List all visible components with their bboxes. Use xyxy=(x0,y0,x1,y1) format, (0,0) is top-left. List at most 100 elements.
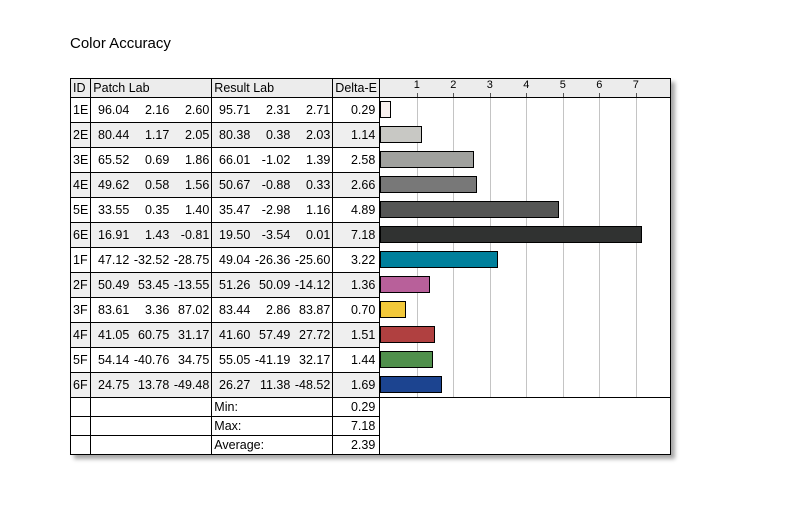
patch-lab-a: -32.52 xyxy=(133,253,170,267)
delta-e-value: 1.44 xyxy=(332,347,381,373)
gridline xyxy=(562,347,564,373)
chart-cell xyxy=(379,322,672,348)
gridline xyxy=(526,372,528,397)
gridline xyxy=(599,297,601,323)
empty-chart-cell xyxy=(379,416,671,436)
patch-id: 5E xyxy=(69,197,92,223)
summary-value: 0.29 xyxy=(332,397,381,417)
gridline xyxy=(562,247,564,273)
patch-lab-a: 1.43 xyxy=(144,228,170,242)
patch-lab-cell: 16.91 1.43 -0.81 xyxy=(90,222,213,248)
result-lab-b: 2.03 xyxy=(305,128,331,142)
axis-tick-mark xyxy=(599,93,601,97)
patch-lab-l: 47.12 xyxy=(98,253,130,267)
table-row: 4E 49.62 0.58 1.56 50.67 -0.88 0.33 2.66 xyxy=(69,172,672,198)
patch-lab-b: 1.86 xyxy=(184,153,210,167)
result-lab-a: -1.02 xyxy=(261,153,291,167)
table-row: 5E 33.55 0.35 1.40 35.47 -2.98 1.16 4.89 xyxy=(69,197,672,223)
result-lab-a: -2.98 xyxy=(261,203,291,217)
delta-e-bar-1E xyxy=(380,101,391,118)
delta-e-value: 7.18 xyxy=(332,222,381,248)
delta-e-bar-5E xyxy=(380,200,559,218)
patch-lab-cell: 50.49 53.45 -13.55 xyxy=(90,272,213,298)
table-row: 1F 47.12 -32.52 -28.75 49.04 -26.36 -25.60 3.22 xyxy=(69,247,672,273)
gridline xyxy=(453,322,455,348)
table-row: 4F 41.05 60.75 31.17 41.60 57.49 27.72 1.51 xyxy=(69,322,672,348)
delta-e-bar-3E xyxy=(380,150,475,168)
delta-e-value: 1.51 xyxy=(332,322,381,348)
patch-lab-a: 3.36 xyxy=(144,303,170,317)
result-lab-b: -14.12 xyxy=(294,278,331,292)
patch-lab-l: 49.62 xyxy=(98,178,130,192)
result-lab-a: 11.38 xyxy=(259,378,291,392)
patch-lab-cell: 33.55 0.35 1.40 xyxy=(90,197,213,223)
patch-lab-l: 65.52 xyxy=(98,153,130,167)
gridline xyxy=(599,197,601,223)
patch-lab-l: 50.49 xyxy=(98,278,130,292)
gridline xyxy=(489,322,491,348)
patch-lab-b: -28.75 xyxy=(173,253,210,267)
gridline xyxy=(599,147,601,173)
delta-e-bar-1F xyxy=(380,250,498,268)
result-lab-a: 2.31 xyxy=(265,103,291,117)
gridline xyxy=(453,122,455,148)
result-lab-a: -3.54 xyxy=(261,228,291,242)
patch-lab-b: 87.02 xyxy=(178,303,210,317)
patch-lab-l: 54.14 xyxy=(98,353,130,367)
gridline xyxy=(453,272,455,298)
result-lab-cell: 55.05 -41.19 32.17 xyxy=(211,347,334,373)
empty-cell xyxy=(90,416,213,436)
table-row: 3E 65.52 0.69 1.86 66.01 -1.02 1.39 2.58 xyxy=(69,147,672,173)
gridline xyxy=(453,347,455,373)
gridline xyxy=(599,272,601,298)
header-patch-lab: Patch Lab xyxy=(90,78,213,98)
result-lab-b: 32.17 xyxy=(299,353,331,367)
patch-lab-b: -49.48 xyxy=(173,378,210,392)
summary-value: 7.18 xyxy=(332,416,381,436)
axis-tick-label: 4 xyxy=(523,79,530,91)
gridline xyxy=(635,372,637,397)
patch-id: 3F xyxy=(69,297,92,323)
patch-id: 3E xyxy=(69,147,92,173)
summary-label: Max: xyxy=(211,416,334,436)
result-lab-b: 1.16 xyxy=(305,203,331,217)
result-lab-b: 0.33 xyxy=(305,178,331,192)
gridline xyxy=(599,372,601,397)
patch-lab-b: 2.60 xyxy=(184,103,210,117)
patch-lab-b: -13.55 xyxy=(173,278,210,292)
result-lab-a: 0.38 xyxy=(265,128,291,142)
result-lab-l: 51.26 xyxy=(219,278,251,292)
chart-cell xyxy=(379,147,672,173)
result-lab-b: 1.39 xyxy=(305,153,331,167)
chart-cell xyxy=(379,122,672,148)
header-delta-e: Delta-E xyxy=(332,78,381,98)
gridline xyxy=(562,122,564,148)
header-id: ID xyxy=(69,78,92,98)
result-lab-cell: 83.44 2.86 83.87 xyxy=(211,297,334,323)
delta-e-value: 4.89 xyxy=(332,197,381,223)
gridline xyxy=(635,147,637,173)
empty-cell xyxy=(69,416,92,436)
result-lab-a: 57.49 xyxy=(259,328,291,342)
table-row: 1E 96.04 2.16 2.60 95.71 2.31 2.71 0.29 xyxy=(69,97,672,123)
result-lab-l: 35.47 xyxy=(219,203,251,217)
gridline xyxy=(599,98,601,123)
patch-lab-a: 1.17 xyxy=(144,128,170,142)
patch-lab-cell: 80.44 1.17 2.05 xyxy=(90,122,213,148)
axis-tick-mark xyxy=(562,93,564,97)
empty-cell xyxy=(90,397,213,417)
delta-e-value: 1.69 xyxy=(332,372,381,398)
gridline xyxy=(635,272,637,298)
gridline xyxy=(416,98,418,123)
delta-e-bar-4F xyxy=(380,325,436,343)
gridline xyxy=(526,247,528,273)
result-lab-cell: 66.01 -1.02 1.39 xyxy=(211,147,334,173)
patch-lab-cell: 96.04 2.16 2.60 xyxy=(90,97,213,123)
gridline xyxy=(416,297,418,323)
table-row: 5F 54.14 -40.76 34.75 55.05 -41.19 32.17 1.44 xyxy=(69,347,672,373)
axis-tick-label: 6 xyxy=(596,79,603,91)
gridline xyxy=(599,322,601,348)
result-lab-b: 27.72 xyxy=(299,328,331,342)
result-lab-b: -48.52 xyxy=(294,378,331,392)
result-lab-l: 83.44 xyxy=(219,303,251,317)
